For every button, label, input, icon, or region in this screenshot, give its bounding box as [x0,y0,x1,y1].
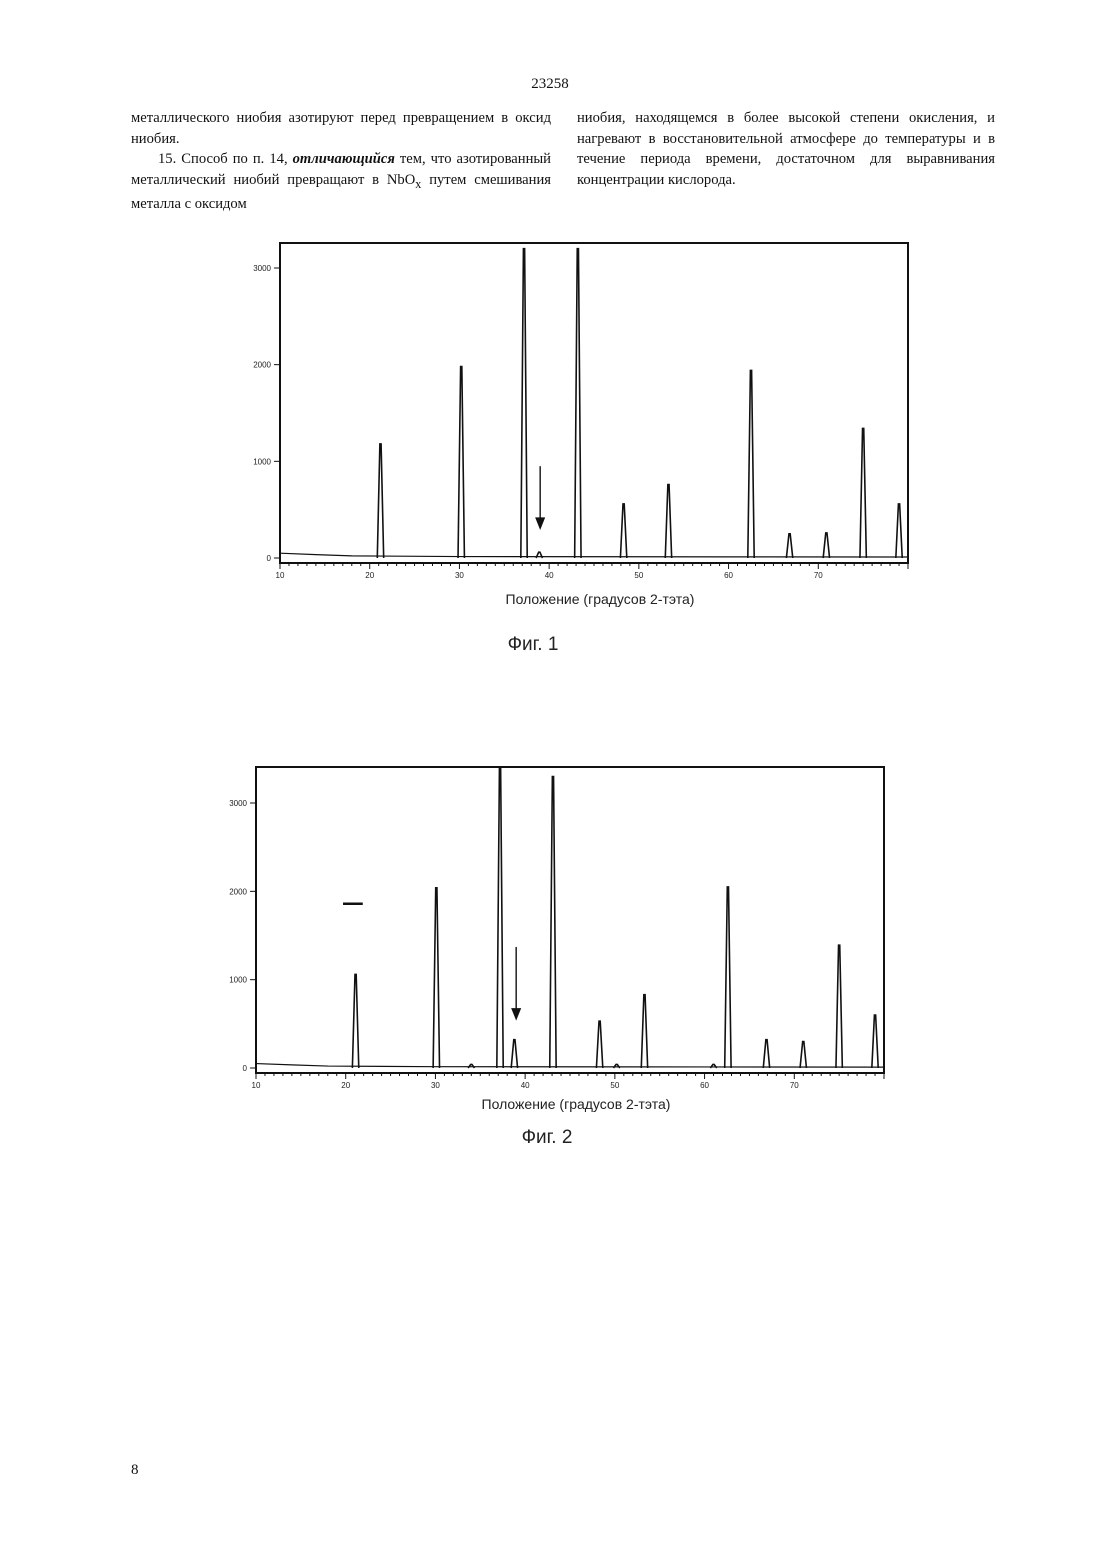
x-tick-label: 10 [252,1081,261,1090]
diffraction-peak [550,777,556,1069]
diffraction-peak [352,974,358,1068]
baseline-trace [256,1064,884,1068]
x-tick-label: 70 [790,1081,799,1090]
diffraction-peak [433,888,439,1068]
y-tick-label: 0 [243,1064,248,1073]
y-tick-label: 1000 [229,976,247,985]
diffraction-peak [800,1042,806,1069]
diffraction-peak [725,887,731,1068]
xrd-chart-fig2: 10 20 30 40 50 60 70 0 1000 2000 3000 Положение (гр… [0,0,1100,1200]
x-tick-label: 40 [521,1081,530,1090]
page-number: 8 [131,1462,139,1479]
diffraction-peak [511,1040,517,1068]
diffraction-peak [596,1021,602,1068]
diffraction-peak [872,1015,878,1068]
diffraction-peak [497,768,503,1068]
x-axis-label: Положение (градусов 2-тэта) [482,1096,671,1112]
y-tick-label: 2000 [229,887,247,896]
y-tick-label: 3000 [229,799,247,808]
x-tick-label: 20 [341,1081,350,1090]
diffraction-peak [613,1064,619,1068]
plot-frame [256,767,884,1073]
x-tick-label: 50 [610,1081,619,1090]
annotation-arrow-head [512,1009,520,1019]
x-tick-label: 60 [700,1081,709,1090]
diffraction-peak [641,995,647,1068]
figure-caption: Фиг. 2 [522,1127,573,1148]
x-tick-label: 30 [431,1081,440,1090]
diffraction-peak [763,1040,769,1068]
diffraction-peak [836,945,842,1068]
